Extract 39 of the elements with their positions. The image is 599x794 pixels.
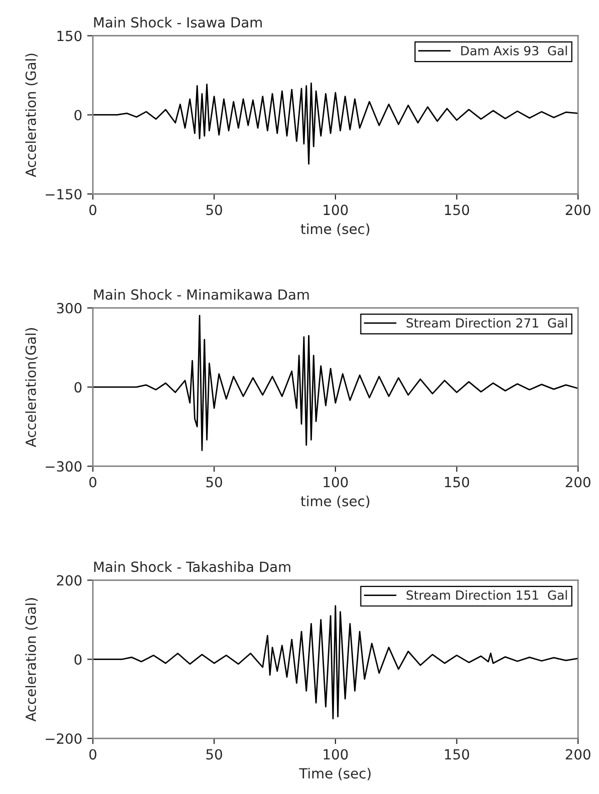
legend-label: Stream Direction 271 Gal: [406, 318, 567, 328]
chart-title: Main Shock - Minamikawa Dam: [94, 289, 309, 300]
x-tick-label: 100: [324, 204, 348, 216]
x-tick-label: 0: [89, 204, 96, 216]
y-tick-label: 0: [74, 110, 82, 120]
x-tick-label: 200: [566, 476, 590, 488]
y-tick-label: 150: [57, 30, 82, 42]
x-tick-label: 150: [445, 476, 470, 488]
x-tick-label: 100: [324, 749, 348, 760]
chart-title: Main Shock - Isawa Dam: [94, 16, 262, 28]
line-series: [92, 314, 578, 452]
y-axis-title: Acceleration (Gal): [25, 54, 38, 178]
x-tick-label: 100: [324, 476, 348, 488]
chart-title: Main Shock - Takashiba Dam: [94, 561, 290, 572]
x-axis-title: Time (sec): [299, 768, 371, 780]
x-tick-label: 50: [206, 749, 222, 760]
legend-label: Stream Direction 151 Gal: [406, 590, 567, 600]
y-tick-label: 0: [74, 654, 82, 665]
x-axis-title: time (sec): [300, 223, 370, 236]
x-tick-label: 0: [89, 476, 96, 488]
x-axis-title: time (sec): [300, 496, 370, 508]
line-series: [92, 605, 578, 720]
x-tick-label: 50: [206, 476, 222, 488]
y-tick-label: −150: [46, 188, 82, 200]
y-tick-label: −300: [46, 461, 82, 472]
y-axis-title: Acceleration (Gal): [25, 598, 38, 722]
y-tick-label: 200: [56, 575, 82, 586]
x-tick-label: 0: [89, 749, 96, 760]
y-tick-label: 0: [74, 382, 82, 393]
x-tick-label: 200: [566, 749, 590, 760]
x-tick-label: 50: [206, 204, 222, 216]
line-series: [92, 82, 578, 165]
y-axis-title: Acceleration(Gal): [25, 328, 38, 448]
y-tick-label: 300: [56, 302, 82, 314]
legend-label: Dam Axis 93 Gal: [461, 46, 567, 56]
x-tick-label: 200: [566, 204, 590, 216]
x-tick-label: 150: [445, 204, 470, 216]
y-tick-label: −200: [46, 733, 82, 744]
x-tick-label: 150: [445, 749, 470, 760]
